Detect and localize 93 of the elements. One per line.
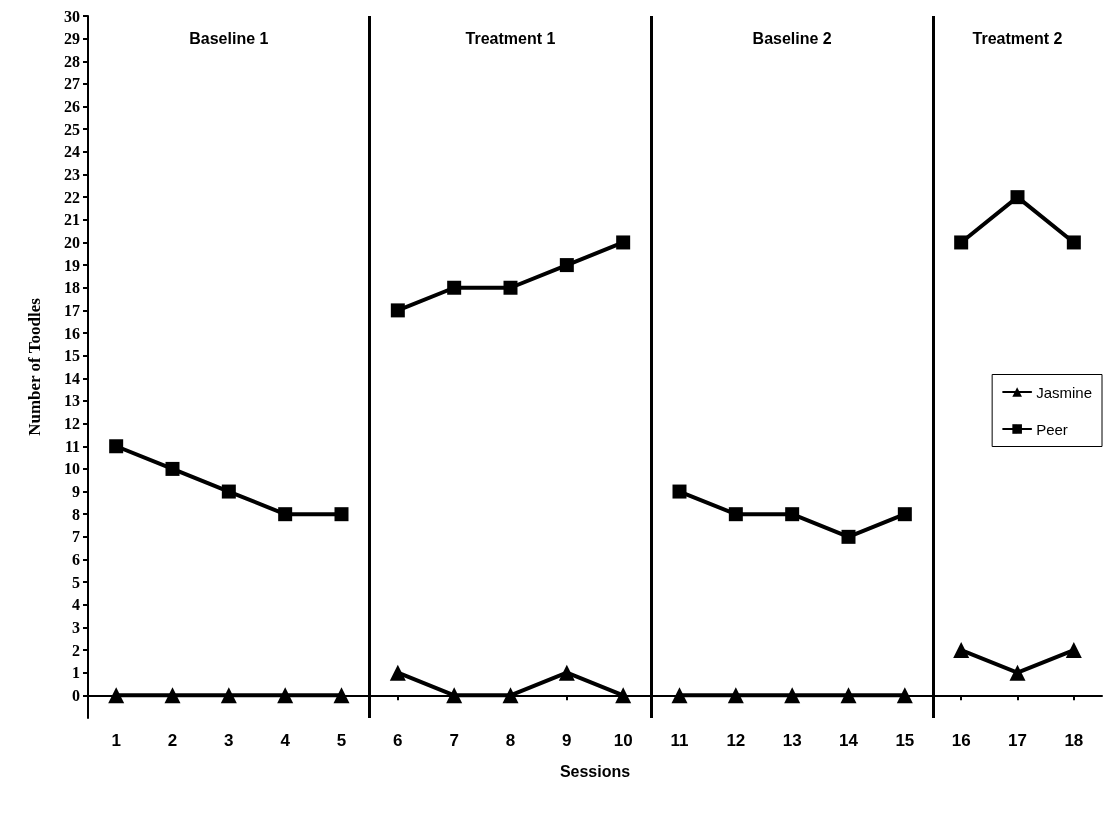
point xyxy=(446,687,463,704)
x-tick-label: 4 xyxy=(280,731,291,750)
y-tick-label: 15 xyxy=(64,347,80,365)
point xyxy=(671,687,688,704)
point xyxy=(559,258,574,273)
y-tick-label: 23 xyxy=(64,166,80,184)
annotation: Treatment 1 xyxy=(465,29,556,47)
y-tick-label: 19 xyxy=(64,256,80,274)
x-tick-label: 9 xyxy=(562,731,572,750)
point xyxy=(108,687,125,704)
point xyxy=(1009,664,1026,681)
y-tick-label: 30 xyxy=(64,7,80,25)
point xyxy=(390,303,405,318)
point xyxy=(558,664,575,681)
x-tick-label: 11 xyxy=(670,731,689,750)
point xyxy=(220,687,237,704)
point xyxy=(278,507,293,522)
point xyxy=(389,664,406,681)
point xyxy=(841,529,856,544)
x-tick-label: 16 xyxy=(951,731,971,750)
point xyxy=(447,280,462,295)
point xyxy=(728,507,743,522)
y-tick-label: 12 xyxy=(64,415,80,433)
point xyxy=(277,687,294,704)
point xyxy=(785,507,800,522)
point xyxy=(1065,642,1082,659)
x-tick-label: 3 xyxy=(224,731,234,750)
y-tick-label: 24 xyxy=(64,143,80,161)
point xyxy=(727,687,744,704)
point xyxy=(840,687,857,704)
y-tick-label: 27 xyxy=(64,75,80,93)
y-tick-label: 13 xyxy=(64,392,80,410)
y-tick-label: 1 xyxy=(72,664,80,682)
point xyxy=(221,484,236,499)
point xyxy=(502,687,519,704)
y-tick-label: 6 xyxy=(72,550,80,568)
y-tick-label: 22 xyxy=(64,188,80,206)
annotation: Baseline 1 xyxy=(189,29,269,47)
x-tick-label: 18 xyxy=(1064,731,1084,750)
x-axis-title: Sessions xyxy=(559,762,631,780)
y-tick-label: 17 xyxy=(64,301,80,319)
x-tick-label: 15 xyxy=(895,731,915,750)
point xyxy=(165,461,180,476)
y-tick-label: 5 xyxy=(72,573,80,591)
x-tick-label: 2 xyxy=(167,731,178,750)
x-tick-label: 1 xyxy=(111,731,121,750)
x-tick-label: 14 xyxy=(839,731,859,750)
x-tick-label: 17 xyxy=(1008,731,1027,750)
point xyxy=(953,642,970,659)
point xyxy=(616,235,631,250)
y-tick-label: 4 xyxy=(72,596,80,614)
point xyxy=(333,687,350,704)
legend-label: Peer xyxy=(1036,420,1068,438)
y-tick-label: 21 xyxy=(64,211,80,229)
y-tick-label: 26 xyxy=(64,98,80,116)
y-tick-label: 29 xyxy=(64,30,80,48)
y-tick-label: 3 xyxy=(72,618,80,636)
y-tick-label: 20 xyxy=(64,233,80,251)
y-tick-label: 2 xyxy=(72,641,80,659)
x-tick-label: 7 xyxy=(449,731,459,750)
y-tick-label: 9 xyxy=(72,483,80,501)
point xyxy=(109,439,124,454)
legend-label: Jasmine xyxy=(1036,383,1092,401)
y-tick-label: 7 xyxy=(72,528,80,546)
y-tick-label: 8 xyxy=(72,505,80,523)
y-tick-label: 16 xyxy=(64,324,80,342)
point xyxy=(1010,190,1025,205)
point xyxy=(784,687,801,704)
x-tick-label: 13 xyxy=(782,731,802,750)
point xyxy=(615,687,632,704)
y-tick-label: 25 xyxy=(64,120,80,138)
x-tick-label: 8 xyxy=(505,731,516,750)
point xyxy=(672,484,687,499)
point xyxy=(897,507,912,522)
x-tick-label: 5 xyxy=(336,731,347,750)
x-tick-label: 10 xyxy=(613,731,633,750)
y-tick-label: 28 xyxy=(64,52,80,70)
point xyxy=(164,687,181,704)
y-tick-label: 11 xyxy=(64,437,80,455)
x-tick-label: 6 xyxy=(393,731,403,750)
point xyxy=(503,280,518,295)
y-tick-label: 14 xyxy=(64,369,80,387)
annotation: Baseline 2 xyxy=(752,29,832,47)
point xyxy=(954,235,969,250)
x-tick-label: 12 xyxy=(726,731,746,750)
annotation: Treatment 2 xyxy=(972,29,1063,47)
point xyxy=(334,507,349,522)
point xyxy=(1066,235,1081,250)
y-tick-label: 10 xyxy=(64,460,80,478)
y-axis-title: Number of Toodles xyxy=(25,297,44,436)
y-tick-label: 0 xyxy=(72,686,80,704)
point xyxy=(896,687,913,704)
y-tick-label: 18 xyxy=(64,279,80,297)
